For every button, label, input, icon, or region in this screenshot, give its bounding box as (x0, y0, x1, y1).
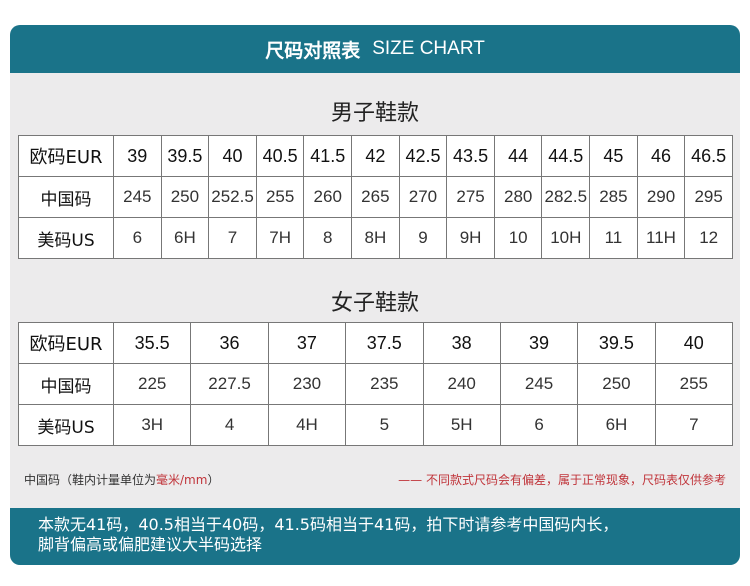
size-cell: 275 (446, 176, 495, 218)
size-cell: 36 (190, 322, 269, 364)
size-cell: 245 (113, 176, 162, 218)
size-cell: 38 (422, 322, 501, 364)
size-cell: 255 (654, 363, 734, 405)
size-chart-card: 尺码对照表 SIZE CHART 男子鞋款 欧码EUR 39 39.5 40 40.5 4… (10, 25, 740, 565)
size-cell: 7 (654, 404, 734, 446)
table-row: 中国码 225 227.5 230 235 240 245 250 255 (18, 363, 734, 405)
size-cell: 41.5 (303, 135, 353, 177)
size-cell: 250 (160, 176, 210, 218)
size-cell: 44.5 (541, 135, 591, 177)
size-cell: 37.5 (345, 322, 424, 364)
row-label: 中国码 (18, 176, 114, 218)
size-cell: 39 (113, 135, 162, 177)
men-section-title: 男子鞋款 (330, 101, 419, 126)
deviation-note: —— 不同款式尺码会有偏差，属于正常现象，尺码表仅供参考 (398, 473, 726, 487)
size-cell: 5H (422, 404, 501, 446)
size-cell: 270 (398, 176, 448, 218)
size-cell: 280 (493, 176, 543, 218)
size-cell: 6 (499, 404, 579, 446)
size-cell: 40 (208, 135, 257, 177)
size-cell: 6 (113, 217, 162, 259)
size-cell: 230 (267, 363, 347, 405)
size-cell: 7H (255, 217, 305, 259)
size-cell: 3H (112, 404, 192, 446)
table-row: 中国码 245 250 252.5 255 260 265 270 275 280 282.5 285… (18, 176, 733, 218)
size-cell: 37 (267, 322, 347, 364)
women-size-table: 欧码EUR 35.5 36 37 37.5 38 39 39.5 40 中国码 225 227.5 23… (18, 322, 734, 446)
size-cell: 42 (351, 135, 400, 177)
size-cell: 43.5 (446, 135, 495, 177)
size-cell: 7 (208, 217, 257, 259)
size-cell: 6H (577, 404, 656, 446)
chart-header: 尺码对照表 SIZE CHART (10, 25, 740, 73)
size-cell: 35.5 (112, 322, 192, 364)
footer-line-2: 脚背偏高或偏肥建议大半码选择 (38, 535, 263, 554)
size-cell: 245 (499, 363, 579, 405)
unit-note-prefix: 中国码（鞋内计量单位为 (24, 473, 157, 487)
size-cell: 295 (684, 176, 733, 218)
size-cell: 240 (422, 363, 501, 405)
size-cell: 10H (541, 217, 591, 259)
size-cell: 39.5 (160, 135, 210, 177)
unit-note-suffix: ） (207, 473, 220, 487)
size-cell: 45 (589, 135, 638, 177)
row-label: 美码US (18, 404, 114, 446)
title-en: SIZE CHART (372, 38, 485, 59)
women-section-title: 女子鞋款 (330, 291, 419, 316)
row-label: 欧码EUR (18, 322, 114, 364)
row-label: 中国码 (18, 363, 114, 405)
table-row: 美码US 3H 4 4H 5 5H 6 6H 7 (18, 404, 734, 446)
size-cell: 235 (345, 363, 424, 405)
size-cell: 10 (493, 217, 543, 259)
size-cell: 5 (345, 404, 424, 446)
size-cell: 11H (636, 217, 686, 259)
size-cell: 250 (577, 363, 656, 405)
size-cell: 46 (636, 135, 686, 177)
title-cn: 尺码对照表 (265, 39, 361, 62)
table-row: 美码US 6 6H 7 7H 8 8H 9 9H 10 10H 11 11H 12 (18, 217, 733, 259)
table-row: 欧码EUR 35.5 36 37 37.5 38 39 39.5 40 (18, 322, 734, 364)
size-cell: 282.5 (541, 176, 591, 218)
row-label: 美码US (18, 217, 114, 259)
size-cell: 11 (589, 217, 638, 259)
size-cell: 42.5 (398, 135, 448, 177)
size-cell: 9 (398, 217, 448, 259)
size-cell: 6H (160, 217, 210, 259)
size-cell: 40.5 (255, 135, 305, 177)
size-cell: 8H (351, 217, 400, 259)
men-size-table: 欧码EUR 39 39.5 40 40.5 41.5 42 42.5 43.5 44 44.5 45 4… (18, 135, 733, 259)
size-cell: 39.5 (577, 322, 656, 364)
size-cell: 4H (267, 404, 347, 446)
row-label: 欧码EUR (18, 135, 114, 177)
size-cell: 4 (190, 404, 269, 446)
size-cell: 39 (499, 322, 579, 364)
size-cell: 227.5 (190, 363, 269, 405)
size-cell: 252.5 (208, 176, 257, 218)
unit-note: 中国码（鞋内计量单位为毫米/mm） (24, 471, 219, 488)
size-cell: 46.5 (684, 135, 733, 177)
size-cell: 44 (493, 135, 543, 177)
size-cell: 255 (255, 176, 305, 218)
size-cell: 260 (303, 176, 353, 218)
size-cell: 12 (684, 217, 733, 259)
size-cell: 290 (636, 176, 686, 218)
table-row: 欧码EUR 39 39.5 40 40.5 41.5 42 42.5 43.5 44 44.5 45 4… (18, 135, 733, 177)
size-cell: 225 (112, 363, 192, 405)
footer-line-1: 本款无41码，40.5相当于40码，41.5码相当于41码，拍下时请参考中国码内… (38, 515, 619, 534)
size-cell: 9H (446, 217, 495, 259)
unit-note-unit: 毫米/mm (156, 473, 208, 487)
size-cell: 8 (303, 217, 353, 259)
footer-notice: 本款无41码，40.5相当于40码，41.5码相当于41码，拍下时请参考中国码内… (10, 508, 740, 565)
size-cell: 40 (654, 322, 734, 364)
size-cell: 265 (351, 176, 400, 218)
size-cell: 285 (589, 176, 638, 218)
